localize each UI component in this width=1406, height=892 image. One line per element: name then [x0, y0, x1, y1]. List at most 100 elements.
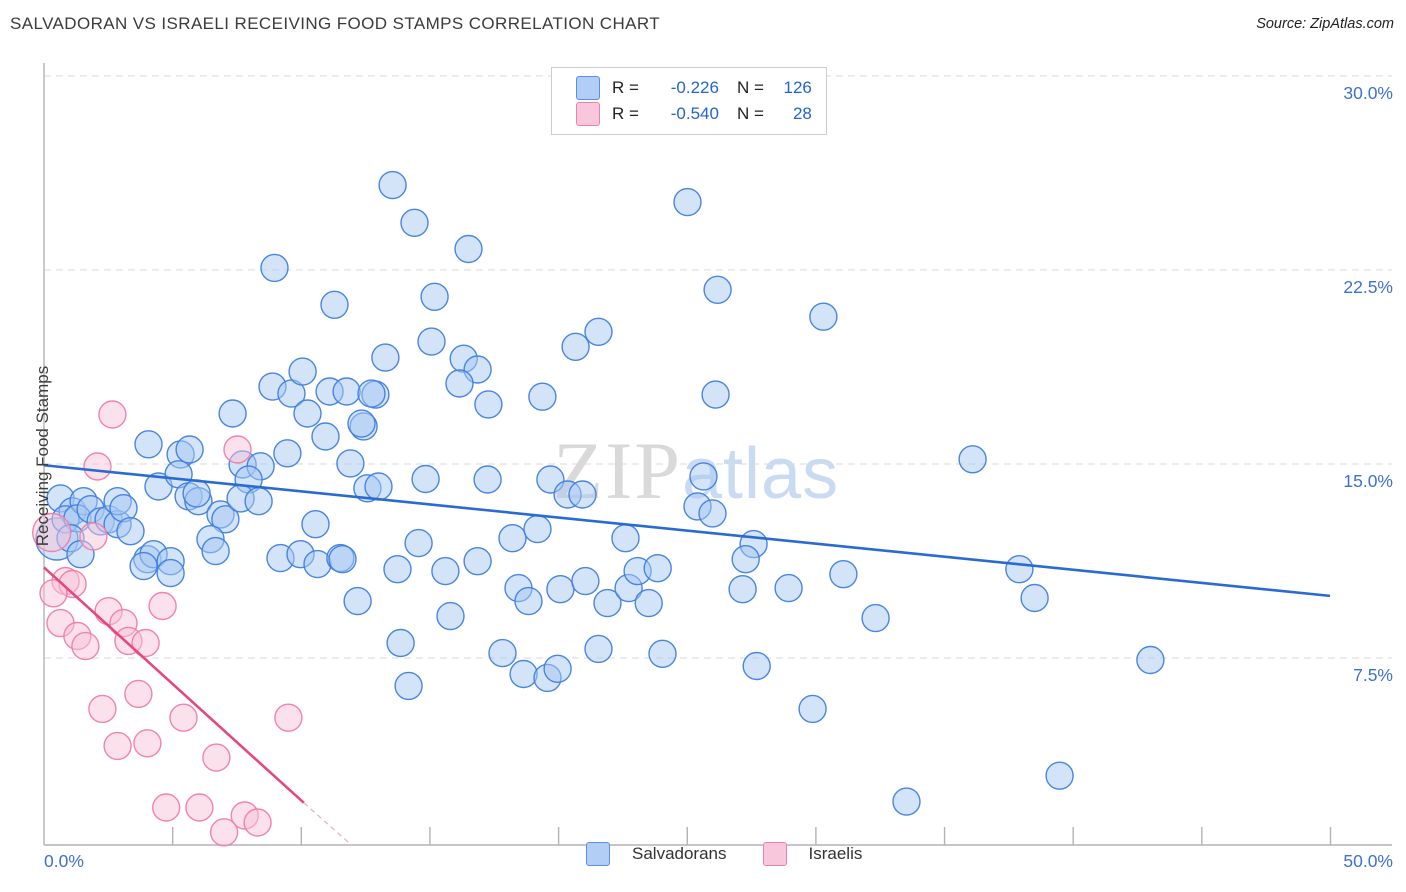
scatter-point-israelis[interactable]: [98, 400, 127, 429]
scatter-point-salvadorans[interactable]: [611, 524, 640, 553]
scatter-point-salvadorans[interactable]: [129, 551, 158, 581]
scatter-point-israelis[interactable]: [79, 522, 108, 551]
scatter-point-salvadorans[interactable]: [861, 603, 890, 633]
scatter-point-salvadorans[interactable]: [301, 510, 330, 539]
scatter-point-salvadorans[interactable]: [431, 556, 460, 586]
scatter-point-salvadorans[interactable]: [1020, 583, 1049, 613]
scatter-point-israelis[interactable]: [131, 628, 160, 658]
scatter-point-israelis[interactable]: [88, 694, 117, 724]
scatter-point-salvadorans[interactable]: [809, 302, 838, 331]
scatter-point-salvadorans[interactable]: [514, 586, 543, 616]
scatter-point-salvadorans[interactable]: [134, 430, 163, 459]
scatter-point-salvadorans[interactable]: [211, 505, 240, 534]
scatter-point-salvadorans[interactable]: [273, 439, 302, 468]
scatter-point-salvadorans[interactable]: [400, 208, 429, 238]
scatter-point-salvadorans[interactable]: [404, 528, 433, 558]
scatter-point-salvadorans[interactable]: [156, 558, 185, 588]
scatter-point-salvadorans[interactable]: [378, 170, 407, 200]
scatter-point-salvadorans[interactable]: [584, 317, 613, 346]
scatter-point-salvadorans[interactable]: [774, 573, 803, 603]
scatter-point-israelis[interactable]: [83, 452, 112, 481]
scatter-point-salvadorans[interactable]: [543, 654, 572, 683]
scatter-point-salvadorans[interactable]: [454, 234, 483, 264]
scatter-point-salvadorans[interactable]: [417, 327, 446, 356]
legend-item-salvadorans[interactable]: Salvadorans: [586, 842, 727, 866]
scatter-point-salvadorans[interactable]: [371, 343, 400, 372]
scatter-point-salvadorans[interactable]: [473, 465, 502, 494]
scatter-point-salvadorans[interactable]: [394, 671, 423, 701]
scatter-point-salvadorans[interactable]: [798, 694, 827, 724]
scatter-point-israelis[interactable]: [169, 703, 198, 732]
scatter-point-salvadorans[interactable]: [1005, 555, 1034, 584]
scatter-point-salvadorans[interactable]: [1136, 645, 1165, 675]
scatter-point-salvadorans[interactable]: [293, 399, 322, 428]
scatter-point-salvadorans[interactable]: [584, 634, 613, 664]
scatter-point-salvadorans[interactable]: [958, 445, 987, 474]
scatter-point-salvadorans[interactable]: [561, 332, 590, 361]
scatter-point-salvadorans[interactable]: [703, 275, 732, 304]
scatter-point-salvadorans[interactable]: [116, 517, 145, 546]
scatter-point-salvadorans[interactable]: [288, 357, 317, 386]
scatter-point-salvadorans[interactable]: [386, 628, 415, 658]
scatter-point-salvadorans[interactable]: [701, 380, 730, 409]
scatter-point-israelis[interactable]: [223, 435, 252, 464]
scatter-point-israelis[interactable]: [133, 729, 162, 758]
scatter-point-israelis[interactable]: [148, 591, 177, 621]
scatter-point-salvadorans[interactable]: [175, 435, 204, 464]
scatter-point-salvadorans[interactable]: [332, 377, 361, 406]
scatter-point-salvadorans[interactable]: [357, 379, 386, 408]
scatter-point-salvadorans[interactable]: [311, 422, 340, 451]
legend-item-israelis[interactable]: Israelis: [762, 842, 862, 866]
scatter-point-israelis[interactable]: [32, 512, 72, 553]
scatter-point-salvadorans[interactable]: [498, 524, 527, 553]
scatter-point-salvadorans[interactable]: [892, 787, 921, 816]
scatter-point-salvadorans[interactable]: [364, 472, 393, 501]
scatter-point-salvadorans[interactable]: [571, 566, 600, 596]
scatter-point-salvadorans[interactable]: [523, 514, 552, 544]
scatter-point-salvadorans[interactable]: [474, 390, 503, 419]
scatter-point-salvadorans[interactable]: [436, 601, 465, 631]
scatter-point-salvadorans[interactable]: [568, 480, 597, 509]
scatter-point-salvadorans[interactable]: [411, 464, 440, 494]
scatter-point-salvadorans[interactable]: [546, 575, 575, 604]
scatter-point-salvadorans[interactable]: [383, 555, 412, 584]
scatter-point-salvadorans[interactable]: [528, 382, 557, 411]
scatter-point-israelis[interactable]: [185, 793, 214, 822]
scatter-point-salvadorans[interactable]: [509, 659, 538, 689]
scatter-point-israelis[interactable]: [151, 793, 181, 822]
scatter-point-salvadorans[interactable]: [829, 560, 858, 589]
scatter-point-israelis[interactable]: [243, 808, 272, 837]
scatter-point-israelis[interactable]: [71, 631, 100, 661]
scatter-point-salvadorans[interactable]: [698, 499, 727, 528]
scatter-point-salvadorans[interactable]: [445, 369, 474, 398]
scatter-point-salvadorans[interactable]: [463, 547, 492, 576]
scatter-point-salvadorans[interactable]: [420, 282, 449, 311]
scatter-point-salvadorans[interactable]: [689, 462, 718, 491]
scatter-point-salvadorans[interactable]: [593, 588, 622, 618]
scatter-point-salvadorans[interactable]: [343, 586, 372, 616]
scatter-point-salvadorans[interactable]: [201, 536, 230, 566]
scatter-point-salvadorans[interactable]: [648, 639, 677, 668]
scatter-point-israelis[interactable]: [124, 679, 153, 709]
scatter-point-salvadorans[interactable]: [731, 545, 760, 574]
scatter-point-israelis[interactable]: [209, 818, 239, 847]
scatter-point-salvadorans[interactable]: [347, 409, 376, 438]
scatter-point-salvadorans[interactable]: [320, 290, 349, 319]
scatter-point-salvadorans[interactable]: [488, 638, 517, 668]
scatter-point-salvadorans[interactable]: [1045, 761, 1074, 790]
scatter-point-israelis[interactable]: [202, 743, 231, 772]
scatter-point-israelis[interactable]: [103, 731, 132, 761]
scatter-point-salvadorans[interactable]: [244, 487, 273, 516]
scatter-point-salvadorans[interactable]: [218, 399, 247, 428]
scatter-point-salvadorans[interactable]: [643, 554, 672, 583]
scatter-point-salvadorans[interactable]: [328, 545, 357, 574]
scatter-point-salvadorans[interactable]: [336, 449, 365, 478]
scatter-point-salvadorans[interactable]: [182, 479, 211, 508]
scatter-point-salvadorans[interactable]: [634, 588, 663, 618]
scatter-point-salvadorans[interactable]: [260, 253, 289, 283]
scatter-point-israelis[interactable]: [274, 703, 303, 732]
scatter-point-salvadorans[interactable]: [728, 575, 757, 604]
scatter-point-salvadorans[interactable]: [742, 651, 771, 681]
scatter-point-salvadorans[interactable]: [673, 187, 702, 217]
scatter-point-israelis[interactable]: [39, 579, 68, 608]
